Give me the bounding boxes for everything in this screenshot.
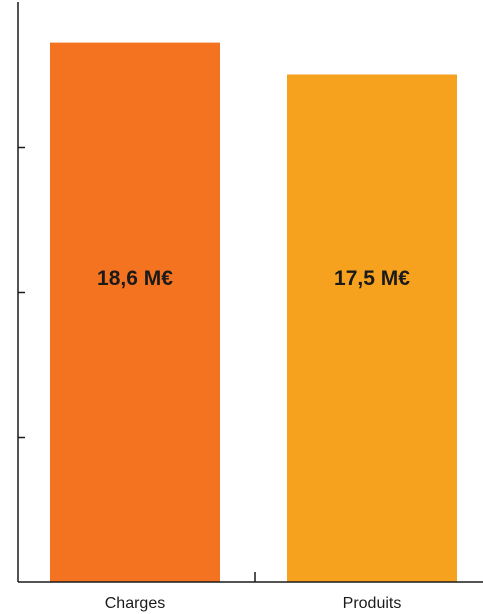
bar-produits bbox=[287, 74, 457, 582]
x-tick-label-charges: Charges bbox=[105, 595, 165, 612]
data-label-charges: 18,6 M€ bbox=[97, 267, 173, 290]
bar-charges bbox=[50, 42, 220, 583]
bar-labels-group: 18,6 M€ 17,5 M€ bbox=[97, 267, 410, 290]
y-ticks-group bbox=[18, 146, 25, 439]
data-label-produits: 17,5 M€ bbox=[334, 267, 410, 290]
category-labels-group: Charges Produits bbox=[105, 595, 402, 612]
x-tick-label-produits: Produits bbox=[343, 595, 402, 612]
bars-group bbox=[50, 42, 457, 583]
